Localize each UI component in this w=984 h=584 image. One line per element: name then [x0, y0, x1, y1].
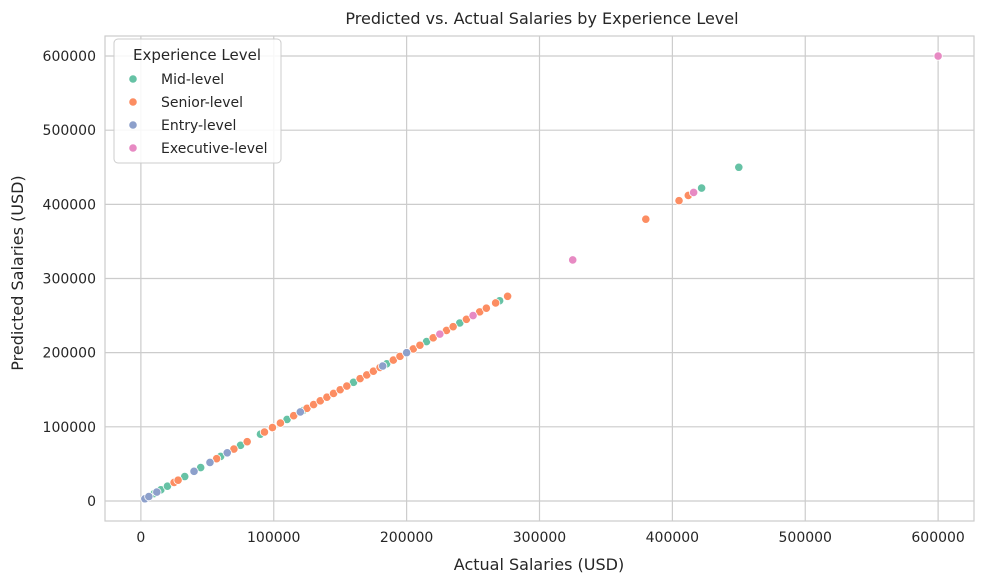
y-tick-label: 100000 — [43, 420, 96, 436]
y-tick-label: 0 — [87, 494, 96, 510]
x-axis-label: Actual Salaries (USD) — [454, 555, 624, 574]
y-tick-label: 300000 — [43, 272, 96, 288]
legend-marker — [129, 98, 137, 106]
legend-box — [113, 38, 282, 164]
data-point — [295, 407, 305, 417]
y-tick-label: 200000 — [43, 346, 96, 362]
data-point — [568, 255, 578, 265]
y-tick-label: 400000 — [43, 197, 96, 213]
data-point — [674, 196, 684, 206]
legend-marker — [129, 75, 137, 83]
x-tick-label: 400000 — [646, 530, 699, 546]
series-entry-level — [140, 348, 412, 504]
legend-label: Mid-level — [161, 72, 224, 88]
data-point — [144, 491, 154, 502]
data-point — [259, 427, 270, 437]
x-tick-label: 100000 — [247, 530, 300, 546]
legend-label: Senior-level — [161, 95, 243, 111]
legend-label: Executive-level — [161, 141, 268, 157]
y-tick-label: 500000 — [43, 123, 96, 139]
data-point — [152, 487, 162, 497]
data-point — [189, 466, 199, 476]
y-tick-label: 600000 — [43, 49, 96, 65]
data-point — [435, 329, 445, 339]
y-axis-label: Predicted Salaries (USD) — [8, 175, 27, 370]
data-point — [342, 381, 352, 391]
series-mid-level — [149, 162, 744, 499]
data-point — [641, 214, 651, 224]
legend-marker — [129, 144, 137, 152]
x-tick-label: 200000 — [380, 530, 433, 546]
data-point — [173, 475, 183, 485]
data-point — [689, 187, 699, 198]
data-point — [402, 348, 412, 358]
legend-label: Entry-level — [161, 118, 236, 134]
x-tick-label: 500000 — [779, 530, 832, 546]
data-points — [140, 51, 943, 504]
legend-title: Experience Level — [133, 46, 261, 64]
legend: Experience Level Mid-level Senior-level En… — [113, 38, 282, 164]
x-tick-label: 0 — [136, 530, 145, 546]
x-axis-ticks: 0 100000 200000 300000 400000 500000 600000 — [136, 530, 964, 546]
data-point — [734, 162, 744, 172]
chart-title: Predicted vs. Actual Salaries by Experie… — [345, 9, 738, 28]
x-tick-label: 600000 — [911, 530, 964, 546]
series-senior-level — [169, 190, 693, 488]
legend-marker — [129, 121, 137, 129]
data-point — [242, 437, 252, 447]
data-point — [378, 361, 388, 371]
data-point — [503, 291, 513, 301]
data-point — [481, 303, 491, 313]
series-executive-level — [435, 51, 943, 339]
data-point — [222, 448, 232, 458]
data-point — [491, 298, 501, 308]
y-axis-ticks: 0 100000 200000 300000 400000 500000 600000 — [43, 49, 96, 510]
x-tick-label: 300000 — [513, 530, 566, 546]
data-point — [415, 340, 425, 350]
data-point — [448, 322, 458, 332]
data-point — [205, 457, 215, 468]
data-point — [267, 422, 278, 433]
data-point — [275, 418, 285, 428]
data-point — [468, 310, 478, 321]
data-point — [933, 51, 943, 61]
data-point — [697, 183, 707, 193]
